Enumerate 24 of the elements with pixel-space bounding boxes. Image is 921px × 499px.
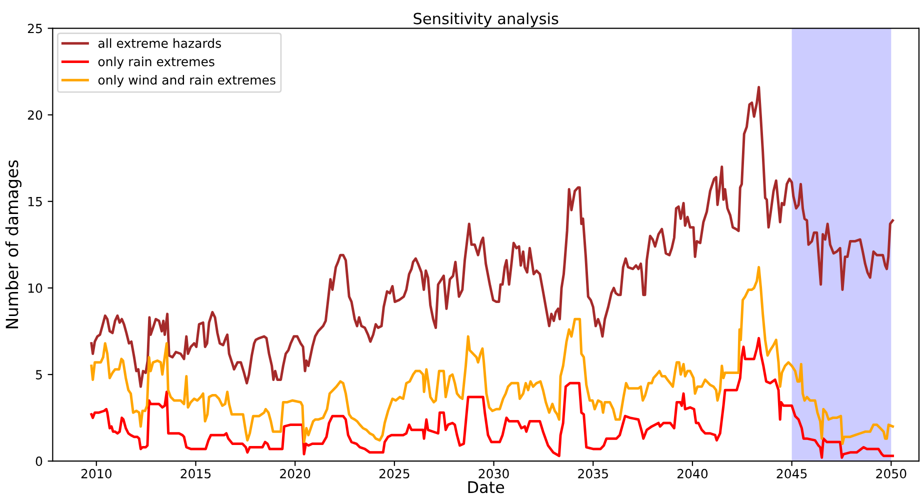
x-axis-title: Date — [468, 481, 504, 494]
line-series — [90, 86, 894, 388]
x-tick-label: 2020 — [280, 468, 310, 478]
y-tick-label: 10 — [28, 283, 42, 293]
y-tick-label: 15 — [28, 197, 42, 206]
x-tick-label: 2050 — [876, 468, 906, 478]
legend-label: only wind and rain extremes — [98, 74, 276, 88]
legend-label: only rain extremes — [98, 56, 214, 69]
x-tick-label: 2015 — [180, 468, 211, 478]
x-tick-label: 2010 — [81, 468, 112, 478]
chart-title: Sensitivity analysis — [414, 12, 558, 28]
y-tick-label: 0 — [36, 456, 42, 466]
y-axis-title: Number of damages — [5, 160, 22, 328]
x-tick-label: 2045 — [776, 468, 807, 478]
line-series — [90, 336, 894, 459]
line-series — [90, 266, 894, 446]
y-tick-label: 25 — [28, 24, 42, 34]
y-tick-label: 20 — [28, 110, 42, 120]
y-tick-label: 5 — [36, 370, 42, 380]
x-tick-label: 2025 — [379, 468, 410, 478]
x-tick-label: 2035 — [578, 468, 608, 478]
x-tick-label: 2030 — [478, 468, 509, 478]
legend-label: all extreme hazards — [98, 38, 221, 48]
x-tick-label: 2040 — [677, 468, 708, 478]
